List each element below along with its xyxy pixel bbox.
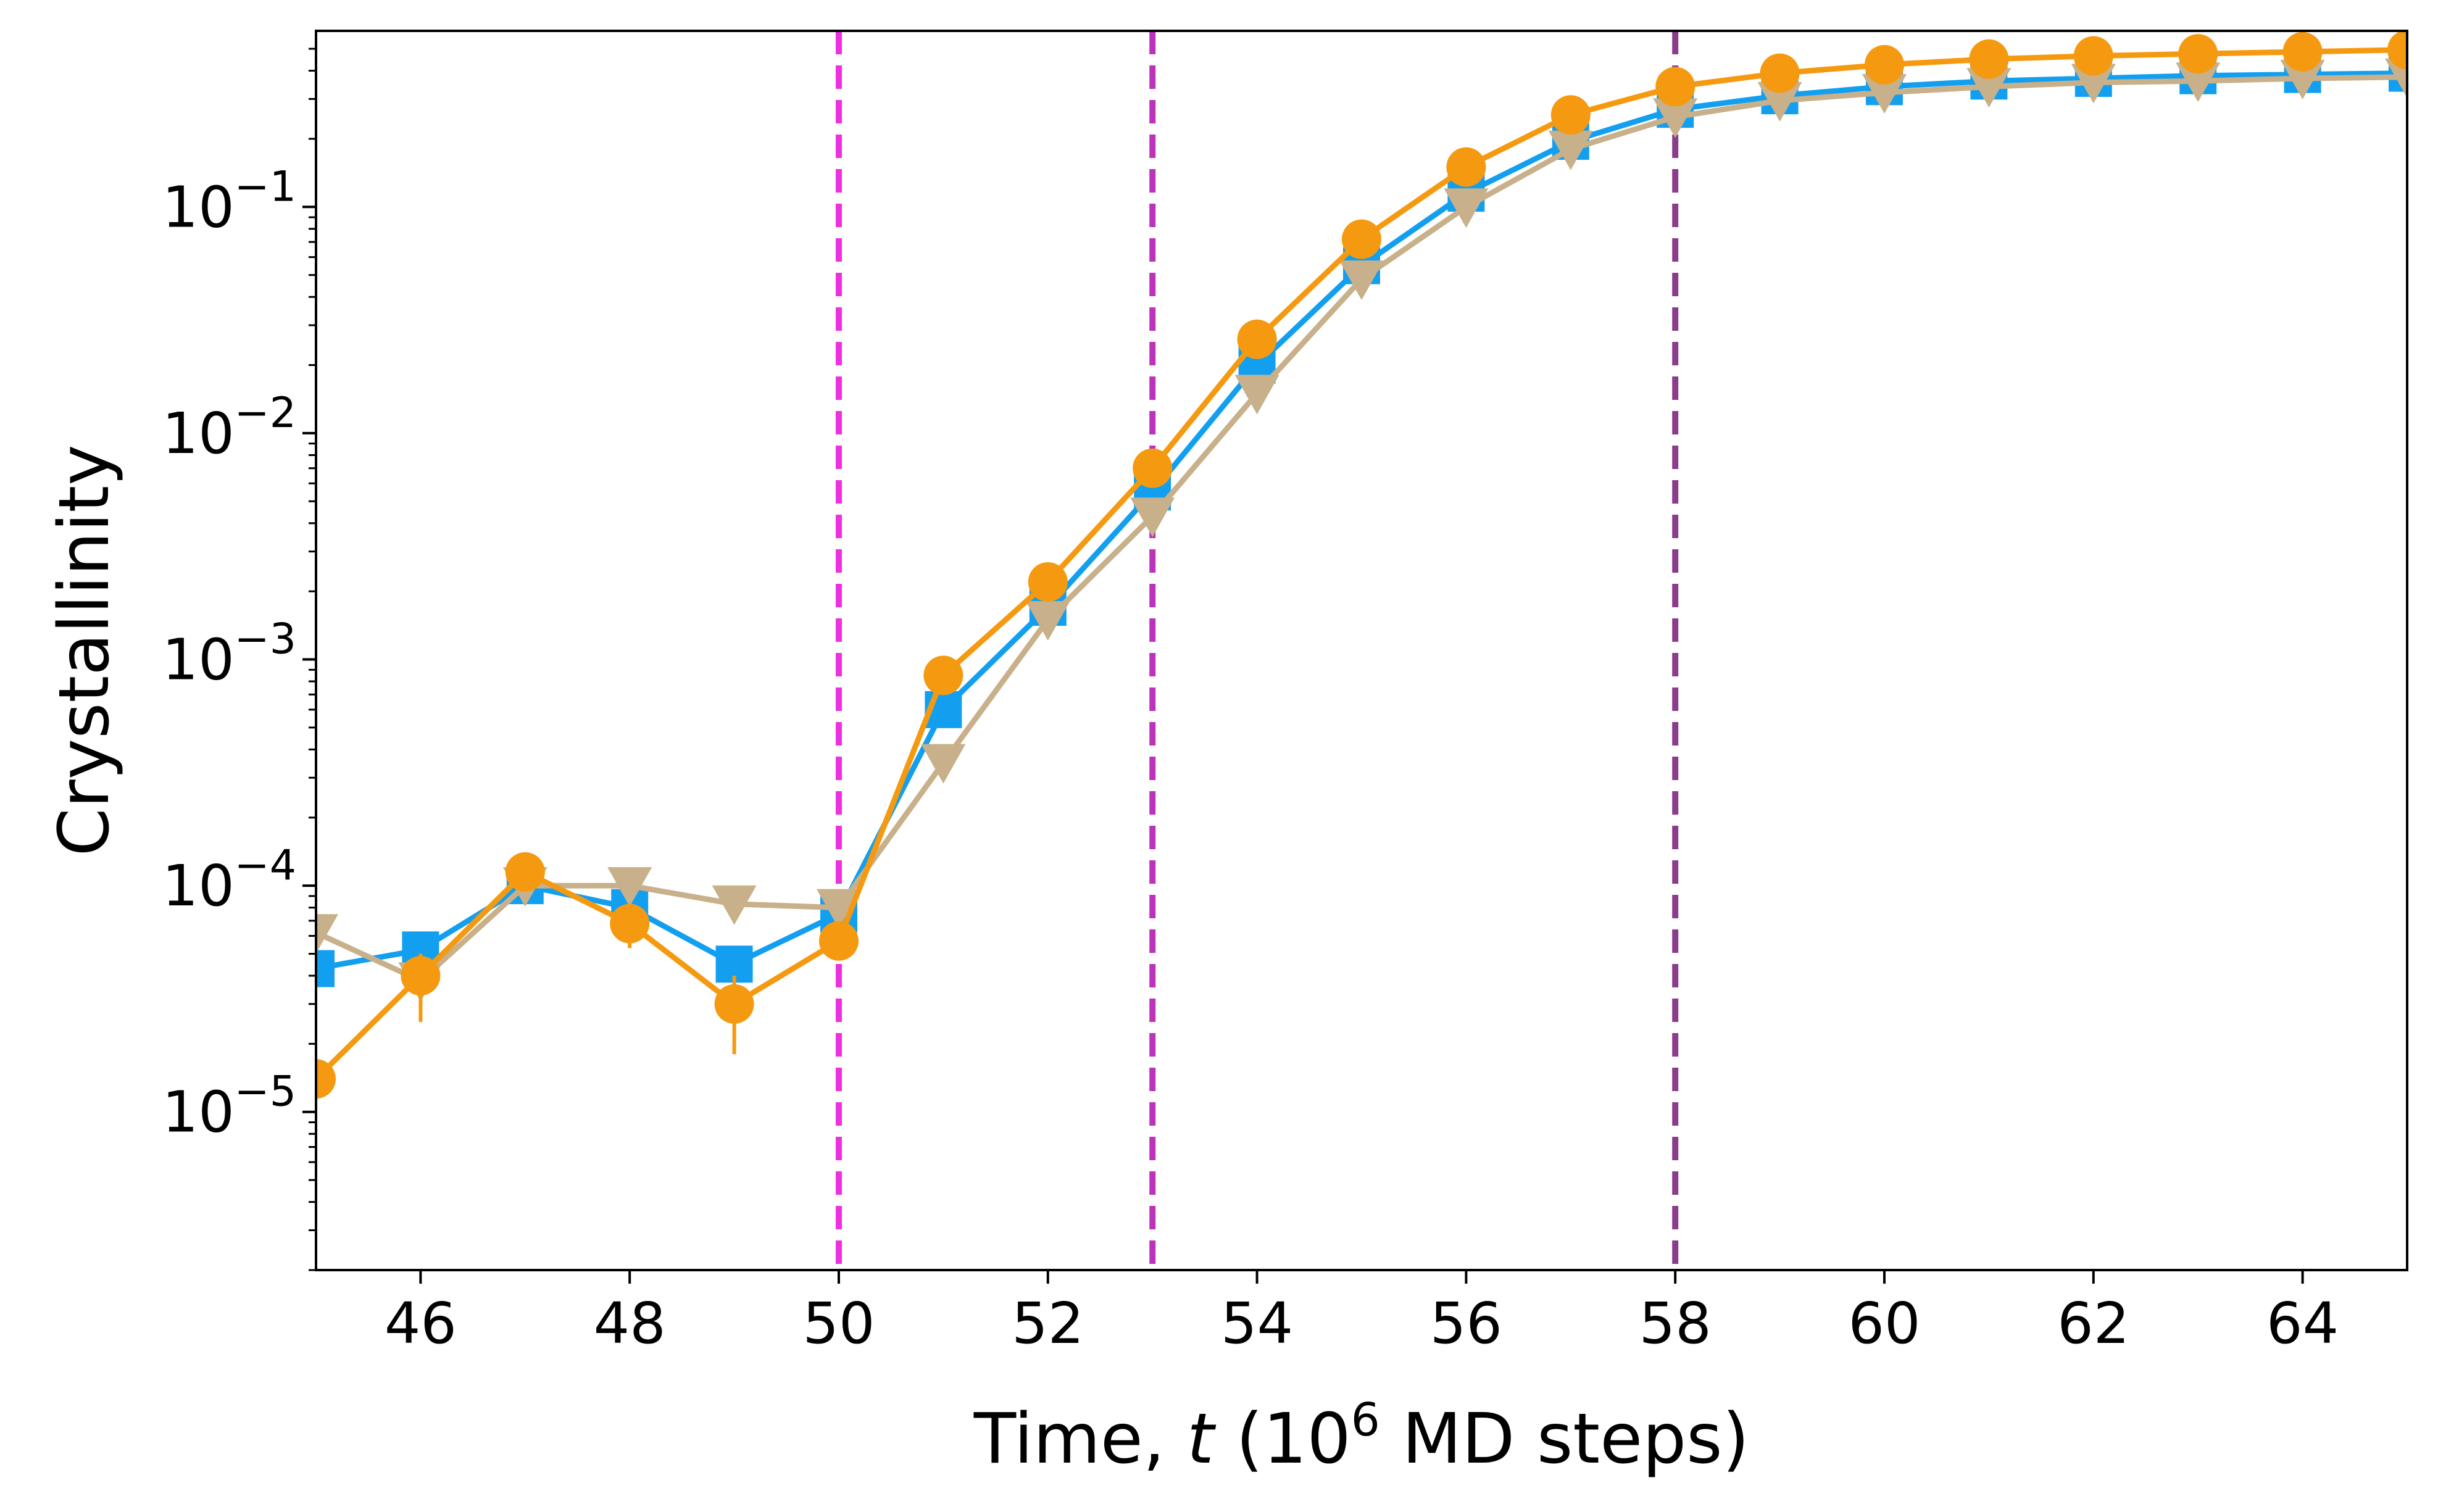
series-circle (316, 31, 2407, 1099)
y-axis: 10−5 10−4 10−3 10−2 10−1 (162, 48, 316, 1271)
data-point-triangle (2280, 59, 2325, 99)
data-point-triangle (1653, 98, 1698, 138)
x-tick-label: 62 (2057, 1290, 2129, 1356)
x-tick-label: 48 (594, 1290, 666, 1356)
x-tick-label: 52 (1012, 1290, 1084, 1356)
data-point-circle (1237, 319, 1277, 359)
data-point-triangle (1130, 497, 1175, 538)
data-point-triangle (1862, 74, 1907, 114)
x-tick-label: 64 (2266, 1290, 2339, 1356)
data-point-circle (1760, 53, 1800, 93)
data-point-circle (819, 921, 859, 961)
x-tick-label: 46 (385, 1290, 457, 1356)
x-axis: 46 48 50 52 54 56 58 60 62 64 (385, 1270, 2339, 1356)
data-point-triangle (1025, 600, 1070, 641)
data-point-triangle (316, 914, 338, 954)
data-point-triangle (2071, 64, 2116, 104)
y-tick-label: 10−4 (162, 841, 296, 919)
data-point-triangle (1757, 82, 1802, 122)
data-point-circle (1133, 448, 1173, 488)
x-tick-label: 54 (1221, 1290, 1293, 1356)
data-point-circle (2282, 31, 2323, 72)
x-tick-label: 56 (1430, 1290, 1502, 1356)
data-point-triangle (1444, 188, 1489, 228)
x-tick-label: 58 (1639, 1290, 1712, 1356)
data-point-circle (1865, 44, 1904, 85)
data-point-circle (316, 1059, 336, 1099)
data-point-circle (401, 956, 441, 996)
data-point-triangle (1966, 68, 2012, 108)
data-point-triangle (712, 885, 757, 925)
data-point-circle (2387, 31, 2407, 70)
data-point-circle (2178, 34, 2218, 74)
data-point-triangle (1548, 130, 1593, 170)
data-point-circle (1969, 39, 2009, 79)
data-point-square (316, 950, 335, 987)
y-tick-label: 10−2 (162, 389, 296, 467)
data-point-circle (2073, 36, 2113, 76)
data-point-circle (505, 852, 545, 892)
x-axis-title: Time, t (106 MD steps) (973, 1394, 1750, 1479)
data-point-triangle (607, 867, 652, 907)
y-tick-label: 10−5 (162, 1068, 296, 1145)
data-point-triangle (1234, 375, 1279, 415)
data-point-circle (1028, 562, 1068, 602)
y-tick-label: 10−3 (162, 615, 296, 693)
data-point-triangle (1339, 260, 1384, 301)
data-point-triangle (817, 889, 861, 929)
y-tick-label: 10−1 (162, 162, 296, 240)
x-tick-label: 60 (1848, 1290, 1920, 1356)
series-layer (316, 31, 2407, 1099)
data-point-circle (923, 655, 963, 696)
plot-frame (315, 30, 2408, 1271)
data-point-circle (1550, 95, 1591, 135)
data-point-circle (714, 984, 754, 1024)
data-point-circle (1342, 219, 1381, 259)
data-point-triangle (2176, 62, 2221, 102)
data-point-circle (1655, 67, 1695, 107)
data-point-circle (610, 903, 650, 944)
data-point-triangle (921, 744, 966, 784)
y-axis-title: Crystallinity (44, 444, 125, 856)
x-tick-label: 50 (802, 1290, 875, 1356)
data-point-circle (1446, 147, 1486, 187)
